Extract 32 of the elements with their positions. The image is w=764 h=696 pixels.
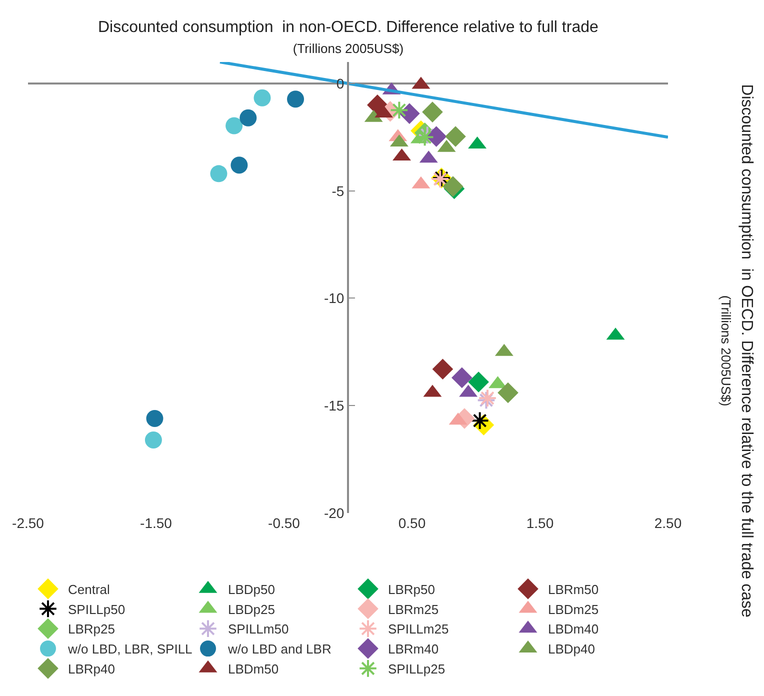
legend-label: LBRp50 <box>388 582 435 597</box>
y-axis-title: Discounted consumption in OECD. Difference relative to the full trade case (Trillions 2005US$) <box>718 84 756 618</box>
legend-label: LBDm40 <box>548 622 599 637</box>
x-tick-label: 1.50 <box>526 515 554 531</box>
y-tick-label: -5 <box>332 182 344 199</box>
legend-label: LBDp25 <box>228 602 275 617</box>
legend-label: SPILLm50 <box>228 622 289 637</box>
y-tick-label: -20 <box>324 504 344 521</box>
x-tick-label: 0.50 <box>398 515 426 531</box>
legend-label: SPILLp25 <box>388 662 446 677</box>
x-tick-label: -0.50 <box>268 515 300 531</box>
legend-label: SPILLm25 <box>388 622 449 637</box>
legend-label: LBRp25 <box>68 622 115 637</box>
legend-label: LBDp50 <box>228 582 275 597</box>
legend-label: w/o LBD and LBR <box>227 642 332 657</box>
legend-label: LBDm25 <box>548 602 599 617</box>
legend-label: Central <box>68 582 110 597</box>
legend-label: LBDm50 <box>228 662 279 677</box>
legend-label: LBRm40 <box>388 642 439 657</box>
x-tick-label: 2.50 <box>654 515 682 531</box>
x-axis-title: Discounted consumption in non-OECD. Difference relative to full trade (Trillions 2005US$) <box>98 19 598 56</box>
x-tick-label: -2.50 <box>12 515 44 531</box>
y-tick-label: -15 <box>324 398 344 414</box>
legend-label: LBRp40 <box>68 662 115 677</box>
legend-label: LBDp40 <box>548 642 595 657</box>
legend-label: LBRm50 <box>548 582 599 597</box>
y-tick-label: -10 <box>324 290 344 306</box>
y-tick-label: 0 <box>336 75 344 92</box>
x-tick-label: -1.50 <box>140 515 172 531</box>
legend-label: w/o LBD, LBR, SPILL <box>67 642 192 657</box>
legend-label: SPILLp50 <box>68 602 126 617</box>
legend-label: LBRm25 <box>388 602 439 617</box>
